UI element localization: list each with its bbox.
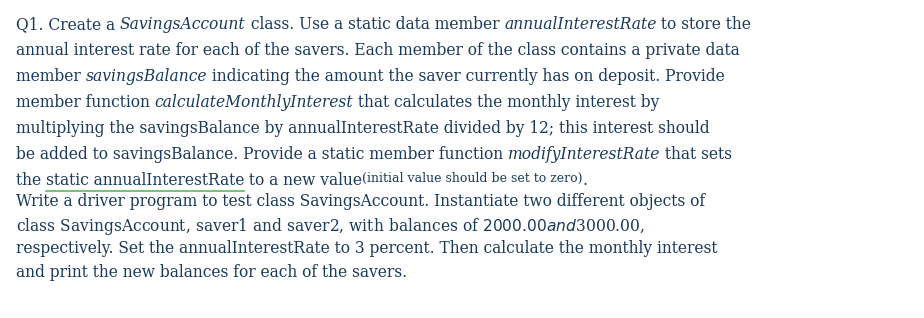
Text: member: member xyxy=(16,68,86,85)
Text: annual interest rate for each of the savers. Each member of the class contains a: annual interest rate for each of the sav… xyxy=(16,42,740,59)
Text: calculateMonthlyInterest: calculateMonthlyInterest xyxy=(154,94,353,111)
Text: the: the xyxy=(16,172,46,189)
Text: modifyInterestRate: modifyInterestRate xyxy=(508,146,661,163)
Text: be added to savingsBalance. Provide a static member function: be added to savingsBalance. Provide a st… xyxy=(16,146,508,163)
Text: Write a driver program to test class SavingsAccount. Instantiate two different o: Write a driver program to test class Sav… xyxy=(16,193,705,210)
Text: savingsBalance: savingsBalance xyxy=(86,68,207,85)
Text: (initial value should be set to zero): (initial value should be set to zero) xyxy=(362,172,583,185)
Text: respectively. Set the annualInterestRate to 3 percent. Then calculate the monthl: respectively. Set the annualInterestRate… xyxy=(16,240,718,257)
Text: class SavingsAccount, saver1 and saver2, with balances of $2000.00 and $3000.00,: class SavingsAccount, saver1 and saver2,… xyxy=(16,216,645,237)
Text: Q1. Create a: Q1. Create a xyxy=(16,16,120,33)
Text: annualInterestRate: annualInterestRate xyxy=(504,16,656,33)
Text: SavingsAccount: SavingsAccount xyxy=(120,16,246,33)
Text: to store the: to store the xyxy=(656,16,751,33)
Text: multiplying the savingsBalance by annualInterestRate divided by 12; this interes: multiplying the savingsBalance by annual… xyxy=(16,120,710,137)
Text: and print the new balances for each of the savers.: and print the new balances for each of t… xyxy=(16,264,407,281)
Text: .: . xyxy=(583,172,588,189)
Text: to a new value: to a new value xyxy=(244,172,362,189)
Text: member function: member function xyxy=(16,94,154,111)
Text: that calculates the monthly interest by: that calculates the monthly interest by xyxy=(353,94,660,111)
Text: static annualInterestRate: static annualInterestRate xyxy=(46,172,244,189)
Text: class. Use a static data member: class. Use a static data member xyxy=(246,16,504,33)
Text: that sets: that sets xyxy=(661,146,733,163)
Text: indicating the amount the saver currently has on deposit. Provide: indicating the amount the saver currentl… xyxy=(207,68,724,85)
